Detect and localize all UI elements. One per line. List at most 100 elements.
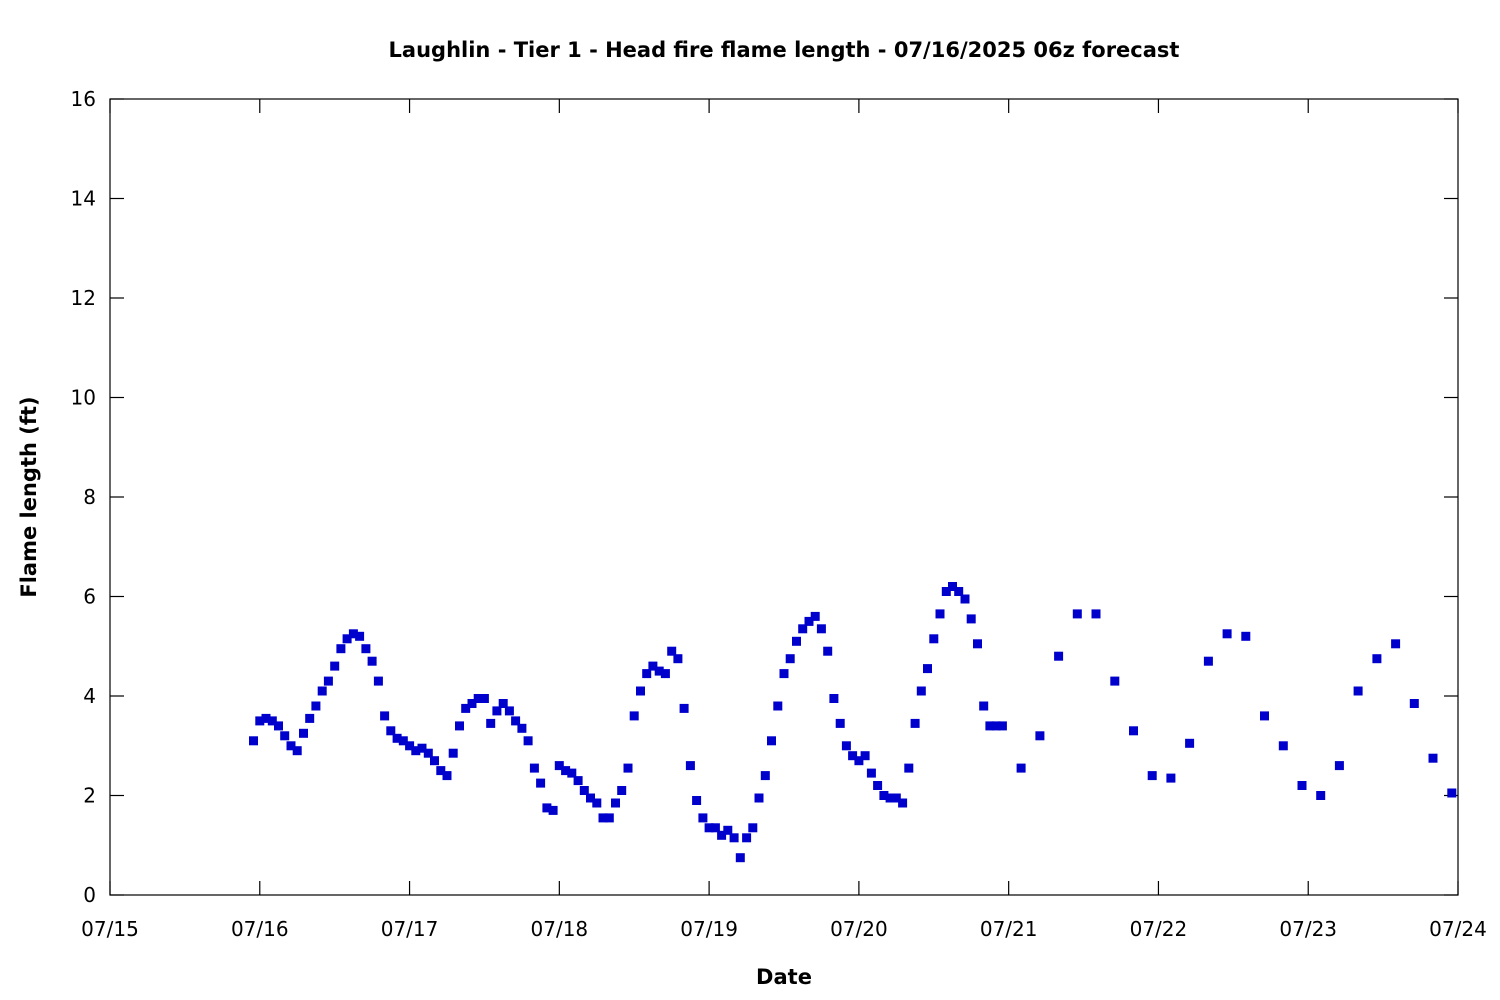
data-point bbox=[386, 726, 396, 736]
y-tick-label: 2 bbox=[83, 784, 96, 808]
data-point bbox=[1447, 788, 1457, 798]
data-point bbox=[1203, 656, 1213, 666]
data-point bbox=[823, 646, 833, 656]
data-point bbox=[1278, 741, 1288, 751]
data-point bbox=[1129, 726, 1138, 736]
data-point bbox=[1297, 781, 1307, 790]
data-point bbox=[592, 798, 602, 808]
y-axis: 0 2 4 6 8 10 12 14 16 bbox=[71, 87, 1458, 907]
data-point bbox=[317, 686, 327, 696]
data-point bbox=[704, 823, 714, 833]
data-point bbox=[529, 763, 539, 773]
data-point bbox=[829, 694, 839, 703]
data-point bbox=[380, 711, 390, 721]
data-point bbox=[249, 736, 258, 746]
data-point bbox=[1091, 609, 1101, 619]
data-point bbox=[985, 721, 995, 731]
data-point bbox=[392, 733, 402, 743]
data-point bbox=[1391, 639, 1401, 649]
data-point bbox=[729, 833, 739, 843]
data-point bbox=[698, 813, 708, 823]
data-point bbox=[523, 736, 533, 746]
data-point bbox=[1166, 773, 1176, 783]
data-point bbox=[929, 634, 939, 644]
data-point bbox=[910, 718, 920, 728]
data-point bbox=[280, 731, 290, 741]
data-point bbox=[923, 664, 932, 674]
data-point bbox=[860, 751, 870, 761]
y-tick-label: 6 bbox=[83, 585, 96, 609]
data-point bbox=[629, 711, 639, 721]
x-tick-label: 07/20 bbox=[830, 917, 888, 941]
data-point bbox=[348, 629, 358, 639]
x-tick-label: 07/24 bbox=[1429, 917, 1487, 941]
data-point bbox=[991, 721, 1001, 731]
data-point bbox=[804, 616, 814, 626]
data-point bbox=[274, 721, 283, 731]
data-point bbox=[810, 611, 820, 621]
data-point bbox=[667, 646, 677, 656]
data-point bbox=[760, 771, 770, 781]
data-point bbox=[573, 776, 583, 786]
data-point bbox=[941, 587, 951, 596]
data-point bbox=[754, 793, 764, 803]
x-tick-label: 07/23 bbox=[1279, 917, 1337, 941]
data-point bbox=[448, 748, 458, 758]
data-point bbox=[798, 624, 808, 634]
data-point bbox=[554, 761, 564, 771]
data-point bbox=[916, 686, 926, 696]
data-point bbox=[785, 654, 795, 664]
data-point bbox=[455, 721, 464, 731]
data-point bbox=[717, 830, 727, 840]
data-point bbox=[767, 736, 776, 746]
data-point bbox=[417, 743, 427, 753]
data-point bbox=[1035, 731, 1045, 741]
data-point bbox=[617, 786, 627, 795]
data-point bbox=[330, 661, 340, 671]
y-tick-label: 10 bbox=[71, 386, 96, 410]
data-point bbox=[498, 699, 508, 708]
data-point bbox=[904, 763, 914, 773]
data-point bbox=[636, 686, 645, 696]
data-point bbox=[1185, 738, 1195, 748]
data-point bbox=[479, 694, 489, 703]
data-point bbox=[579, 786, 589, 795]
data-point bbox=[891, 793, 901, 803]
data-point bbox=[954, 587, 964, 596]
data-point bbox=[1241, 631, 1251, 641]
data-point bbox=[1147, 771, 1157, 781]
y-tick-label: 14 bbox=[71, 187, 96, 211]
data-point bbox=[866, 768, 876, 778]
data-point bbox=[517, 723, 527, 733]
x-tick-label: 07/21 bbox=[980, 917, 1038, 941]
data-point bbox=[773, 701, 783, 711]
data-point bbox=[948, 582, 957, 591]
data-point bbox=[898, 798, 908, 808]
data-point bbox=[960, 594, 970, 604]
data-point bbox=[255, 716, 265, 726]
data-point bbox=[841, 741, 851, 751]
data-point bbox=[467, 699, 477, 708]
data-point bbox=[461, 703, 471, 713]
data-point bbox=[492, 706, 502, 716]
data-point bbox=[692, 796, 702, 805]
y-tick-label: 4 bbox=[83, 684, 96, 708]
data-point bbox=[561, 766, 571, 776]
data-points bbox=[249, 582, 1457, 863]
data-point bbox=[623, 763, 633, 773]
data-point bbox=[679, 703, 689, 713]
data-point bbox=[567, 768, 577, 778]
data-point bbox=[723, 825, 733, 835]
data-point bbox=[261, 713, 271, 723]
data-point bbox=[779, 669, 789, 679]
data-point bbox=[1054, 651, 1064, 661]
data-point bbox=[323, 676, 333, 686]
data-point bbox=[1260, 711, 1269, 721]
data-point bbox=[398, 736, 408, 746]
x-tick-label: 07/17 bbox=[381, 917, 439, 941]
data-point bbox=[997, 721, 1007, 731]
data-point bbox=[367, 656, 377, 666]
x-tick-label: 07/15 bbox=[81, 917, 139, 941]
data-point bbox=[305, 713, 315, 723]
